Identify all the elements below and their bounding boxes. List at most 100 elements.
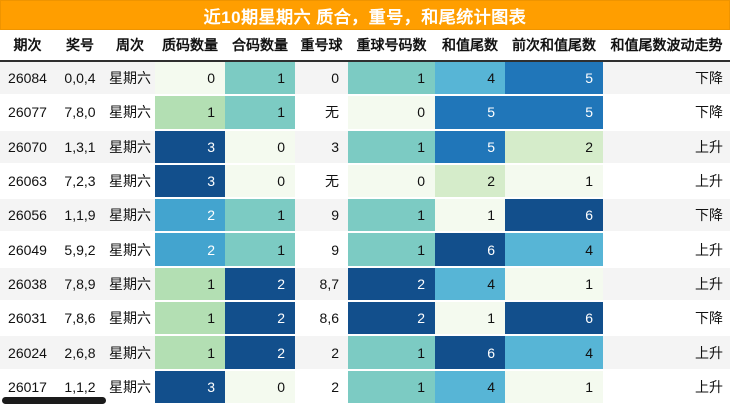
repeat-ball-count-cell: 1 — [348, 199, 435, 232]
table-row: 26024 2,6,8 星期六 1 2 2 1 6 4 上升 — [0, 336, 730, 371]
prev-sum-tail-cell: 5 — [505, 62, 603, 95]
composite-count-cell: 0 — [225, 130, 295, 163]
repeat-ball-cell: 3 — [331, 138, 339, 155]
sum-tail-cell: 1 — [435, 199, 505, 232]
period-cell: 26056 — [8, 207, 47, 224]
period-cell: 26038 — [8, 275, 47, 292]
prev-sum-tail-cell: 4 — [505, 336, 603, 369]
period-cell: 26031 — [8, 310, 47, 327]
table-row: 26049 5,9,2 星期六 2 1 9 1 6 4 上升 — [0, 233, 730, 268]
prime-count-cell: 1 — [155, 267, 225, 301]
composite-count-cell: 1 — [225, 233, 295, 266]
prime-count-cell: 2 — [155, 233, 225, 266]
prev-sum-tail-cell: 1 — [505, 267, 603, 301]
table-body: 26084 0,0,4 星期六 0 1 0 1 4 5 下降 26077 7,8,0 星期六 1 1 无 0 5 5… — [0, 62, 730, 405]
period-cell: 26024 — [8, 344, 47, 361]
repeat-ball-count-cell: 1 — [348, 336, 435, 369]
prev-sum-tail-cell: 6 — [505, 302, 603, 335]
trend-cell: 上升 — [695, 378, 723, 395]
composite-count-cell: 2 — [225, 267, 295, 301]
prev-sum-tail-cell: 5 — [505, 96, 603, 129]
period-cell: 26017 — [8, 378, 47, 395]
repeat-ball-cell: 无 — [325, 104, 339, 121]
column-header-2: 周次 — [116, 37, 144, 53]
column-header-9: 和值尾数波动走势 — [610, 37, 723, 53]
winning-numbers-cell: 1,1,9 — [64, 207, 96, 224]
weekday-cell: 星期六 — [109, 310, 151, 327]
prev-sum-tail-cell: 2 — [505, 130, 603, 163]
table-row: 26031 7,8,6 星期六 1 2 8,6 2 1 6 下降 — [0, 302, 730, 337]
prime-count-cell: 1 — [155, 336, 225, 369]
weekday-cell: 星期六 — [109, 173, 151, 190]
period-cell: 26077 — [8, 104, 47, 121]
chart-title: 近10期星期六 质合，重号，和尾统计图表 — [0, 0, 730, 30]
repeat-ball-count-cell: 2 — [348, 267, 435, 301]
winning-numbers-cell: 5,9,2 — [64, 241, 96, 258]
repeat-ball-cell: 无 — [325, 173, 339, 190]
repeat-ball-cell: 8,6 — [319, 310, 339, 327]
repeat-ball-count-cell: 2 — [348, 302, 435, 335]
column-header-6: 重球号码数 — [356, 37, 427, 53]
table-header-row: 期次 奖号 周次 质码数量 合码数量 重号球 重球号码数 和值尾数 前次和值尾数 和值尾数波动走势 — [0, 30, 730, 62]
sum-tail-cell: 4 — [435, 267, 505, 301]
table-row: 26056 1,1,9 星期六 2 1 9 1 1 6 下降 — [0, 199, 730, 234]
composite-count-cell: 2 — [225, 302, 295, 335]
prev-sum-tail-cell: 4 — [505, 233, 603, 266]
table-row: 26038 7,8,9 星期六 1 2 8,7 2 4 1 上升 — [0, 267, 730, 303]
sum-tail-cell: 1 — [435, 302, 505, 335]
repeat-ball-cell: 9 — [331, 241, 339, 258]
repeat-ball-count-cell: 0 — [348, 164, 435, 198]
prime-count-cell: 3 — [155, 370, 225, 403]
prime-count-cell: 1 — [155, 302, 225, 335]
prev-sum-tail-cell: 1 — [505, 164, 603, 198]
weekday-cell: 星期六 — [109, 138, 151, 155]
prev-sum-tail-cell: 1 — [505, 370, 603, 403]
composite-count-cell: 1 — [225, 62, 295, 95]
winning-numbers-cell: 1,3,1 — [64, 138, 96, 155]
prev-sum-tail-cell: 6 — [505, 199, 603, 232]
trend-cell: 上升 — [695, 275, 723, 292]
trend-cell: 上升 — [695, 138, 723, 155]
winning-numbers-cell: 1,1,2 — [64, 378, 96, 395]
winning-numbers-cell: 7,2,3 — [64, 173, 96, 190]
prime-count-cell: 2 — [155, 199, 225, 232]
weekday-cell: 星期六 — [109, 70, 151, 87]
column-header-0: 期次 — [13, 37, 42, 53]
winning-numbers-cell: 7,8,9 — [64, 275, 96, 292]
trend-cell: 上升 — [695, 173, 723, 190]
sum-tail-cell: 6 — [435, 233, 505, 266]
composite-count-cell: 2 — [225, 336, 295, 369]
winning-numbers-cell: 2,6,8 — [64, 344, 96, 361]
composite-count-cell: 0 — [225, 370, 295, 403]
weekday-cell: 星期六 — [109, 207, 151, 224]
weekday-cell: 星期六 — [109, 344, 151, 361]
column-header-3: 质码数量 — [162, 37, 218, 53]
period-cell: 26063 — [8, 173, 47, 190]
column-header-8: 前次和值尾数 — [512, 37, 596, 53]
table-row: 26017 1,1,2 星期六 3 0 2 1 4 1 上升 — [0, 370, 730, 405]
column-header-7: 和值尾数 — [442, 37, 498, 53]
composite-count-cell: 0 — [225, 164, 295, 198]
repeat-ball-cell: 2 — [331, 344, 339, 361]
repeat-ball-cell: 9 — [331, 207, 339, 224]
winning-numbers-cell: 7,8,6 — [64, 310, 96, 327]
winning-numbers-cell: 0,0,4 — [64, 70, 96, 87]
prime-count-cell: 1 — [155, 96, 225, 129]
sum-tail-cell: 2 — [435, 164, 505, 198]
repeat-ball-count-cell: 1 — [348, 130, 435, 163]
sum-tail-cell: 6 — [435, 336, 505, 369]
trend-cell: 下降 — [695, 310, 723, 327]
column-header-4: 合码数量 — [232, 37, 288, 53]
repeat-ball-cell: 0 — [331, 70, 339, 87]
composite-count-cell: 1 — [225, 96, 295, 129]
horizontal-scrollbar-thumb[interactable] — [2, 397, 106, 404]
sum-tail-cell: 4 — [435, 62, 505, 95]
repeat-ball-count-cell: 1 — [348, 62, 435, 95]
sum-tail-cell: 4 — [435, 370, 505, 403]
weekday-cell: 星期六 — [109, 241, 151, 258]
sum-tail-cell: 5 — [435, 96, 505, 129]
repeat-ball-count-cell: 1 — [348, 233, 435, 266]
period-cell: 26070 — [8, 138, 47, 155]
sum-tail-cell: 5 — [435, 130, 505, 163]
repeat-ball-count-cell: 1 — [348, 370, 435, 403]
